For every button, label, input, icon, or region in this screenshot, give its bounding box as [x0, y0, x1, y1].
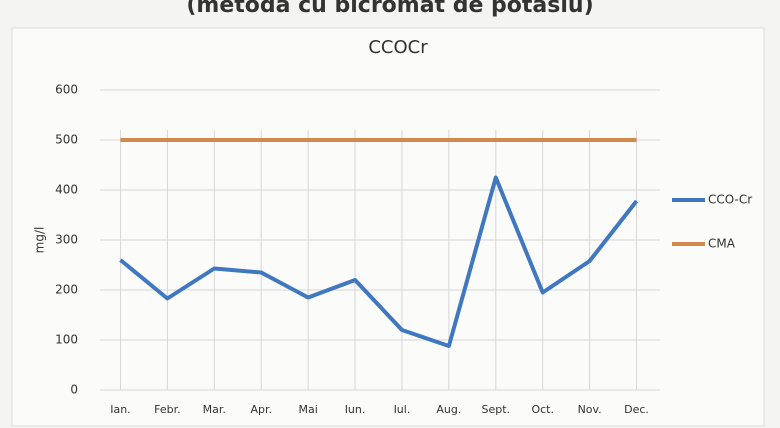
x-tick-label: Mar. — [203, 403, 226, 416]
x-tick-label: Apr. — [250, 403, 272, 416]
y-tick-label: 200 — [55, 283, 78, 297]
y-axis-label: mg/l — [33, 227, 47, 254]
heading: (metoda cu bicromat de potasiu) — [186, 0, 593, 18]
y-tick-label: 500 — [55, 133, 78, 147]
y-tick-label: 600 — [55, 83, 78, 97]
y-tick-label: 100 — [55, 333, 78, 347]
chart-title: CCOCr — [368, 37, 428, 58]
legend-label: CMA — [708, 237, 736, 251]
x-tick-label: Iun. — [345, 403, 366, 416]
series-line — [119, 175, 639, 348]
y-tick-label: 300 — [55, 233, 78, 247]
x-tick-label: Aug. — [436, 403, 461, 416]
legend-label: CCO-Cr — [708, 193, 752, 207]
x-tick-label: Mai — [298, 403, 317, 416]
x-tick-label: Ian. — [110, 403, 130, 416]
x-tick-label: Febr. — [154, 403, 181, 416]
x-tick-label: Iul. — [394, 403, 411, 416]
x-tick-label: Oct. — [531, 403, 554, 416]
x-tick-label: Dec. — [624, 403, 649, 416]
y-tick-label: 0 — [70, 383, 78, 397]
x-tick-label: Sept. — [482, 403, 511, 416]
y-tick-label: 400 — [55, 183, 78, 197]
x-tick-label: Nov. — [578, 403, 602, 416]
chart-frame — [11, 27, 765, 427]
